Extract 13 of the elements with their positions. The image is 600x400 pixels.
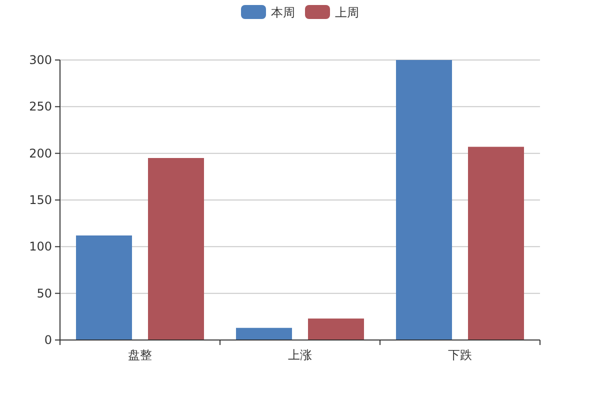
y-tick-label: 100 [29, 240, 52, 254]
y-tick-label: 150 [29, 193, 52, 207]
y-tick-label: 0 [44, 333, 52, 347]
x-tick-label: 下跌 [448, 348, 472, 362]
x-tick-label: 盘整 [128, 348, 152, 362]
y-tick-label: 250 [29, 100, 52, 114]
legend-label: 上周 [335, 6, 359, 20]
legend: 本周 上周 [241, 5, 359, 20]
y-tick-label: 50 [36, 286, 52, 300]
legend-label: 本周 [271, 6, 295, 20]
x-tick-label: 上涨 [288, 348, 312, 362]
y-tick-label: 200 [29, 146, 52, 160]
y-tick-label: 300 [29, 53, 52, 67]
